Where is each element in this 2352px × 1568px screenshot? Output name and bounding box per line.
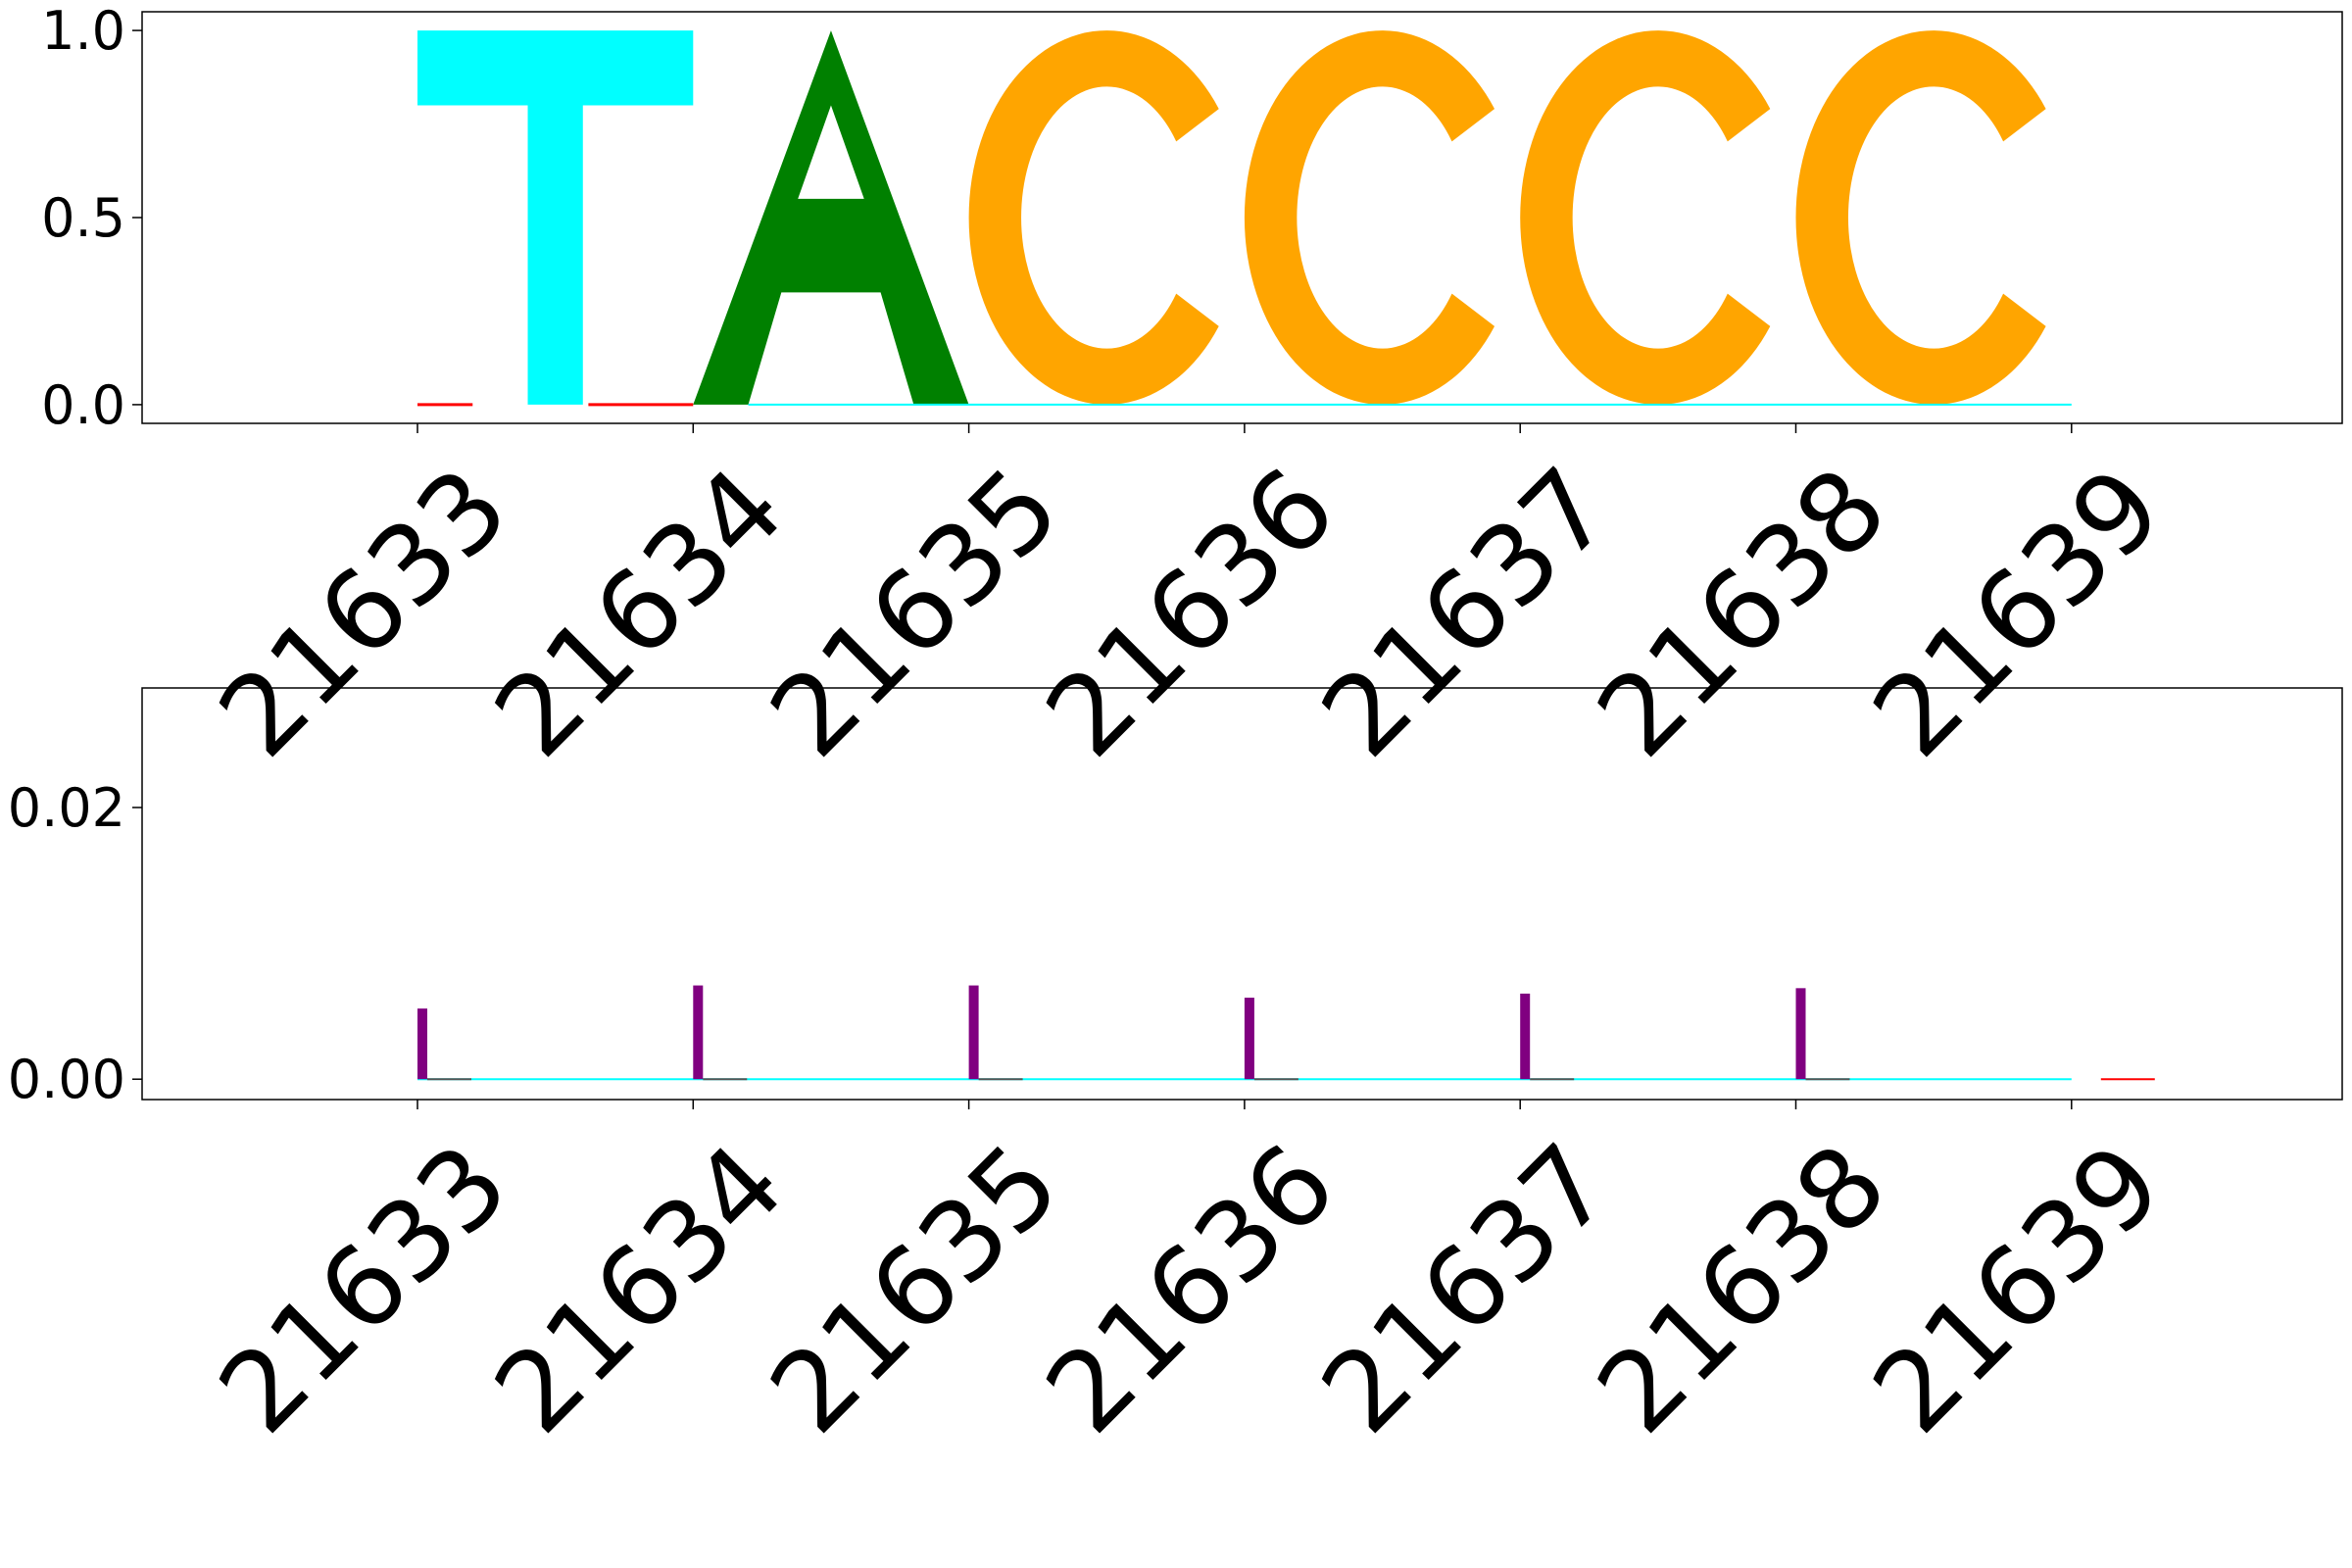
bottom-xtick-label: 21639 <box>1849 1120 2186 1457</box>
logo-letter-a-21634 <box>693 30 969 405</box>
bottom-bar-marks <box>417 985 2155 1081</box>
top-logo-panel: 0.0 0.5 1.0 216332163421635216362163721638… <box>41 0 2343 781</box>
bottom-xtick-label: 21638 <box>1574 1120 1911 1457</box>
logo-letter-c-21635 <box>968 30 1219 405</box>
top-xtick-label: 21638 <box>1574 444 1911 781</box>
bottom-xtick-label: 21636 <box>1022 1120 1359 1457</box>
top-ytick-label: 0.0 <box>41 374 125 436</box>
top-xtick-label: 21637 <box>1298 444 1636 781</box>
bar-21636 <box>1244 998 1254 1080</box>
bar-21635 <box>968 985 979 1080</box>
top-y-axis: 0.0 0.5 1.0 <box>41 0 142 436</box>
top-xtick-label: 21639 <box>1849 444 2186 781</box>
logo-letter-c-21636 <box>1244 30 1495 405</box>
bottom-ytick-label: 0.02 <box>8 777 125 839</box>
top-xtick-label: 21634 <box>471 444 808 781</box>
logo-letter-c-21637 <box>1520 30 1771 405</box>
bar-21634 <box>693 985 704 1080</box>
top-xtick-label: 21636 <box>1022 444 1359 781</box>
bottom-xtick-label: 21634 <box>471 1120 808 1457</box>
bottom-y-axis: 0.00 0.02 <box>8 777 142 1110</box>
bottom-ytick-label: 0.00 <box>8 1049 125 1110</box>
bottom-bar-panel: 0.00 0.02 2163321634216352163621637216382… <box>8 687 2343 1457</box>
top-ytick-label: 0.5 <box>41 187 125 249</box>
top-xtick-label: 21633 <box>195 444 532 781</box>
logo-letter-c-21638 <box>1795 30 2046 405</box>
bottom-xtick-label: 21633 <box>195 1120 532 1457</box>
bar-21637 <box>1520 993 1531 1080</box>
top-xtick-label: 21635 <box>747 444 1084 781</box>
bar-21633 <box>417 1008 427 1080</box>
top-logo-marks <box>417 30 2072 407</box>
bottom-xtick-label: 21635 <box>747 1120 1084 1457</box>
top-ytick-label: 1.0 <box>41 0 125 62</box>
bar-21638 <box>1795 988 1806 1080</box>
logo-letter-t-21633 <box>417 30 694 405</box>
bottom-axes-frame <box>141 687 2343 1101</box>
bottom-xtick-label: 21637 <box>1298 1120 1636 1457</box>
